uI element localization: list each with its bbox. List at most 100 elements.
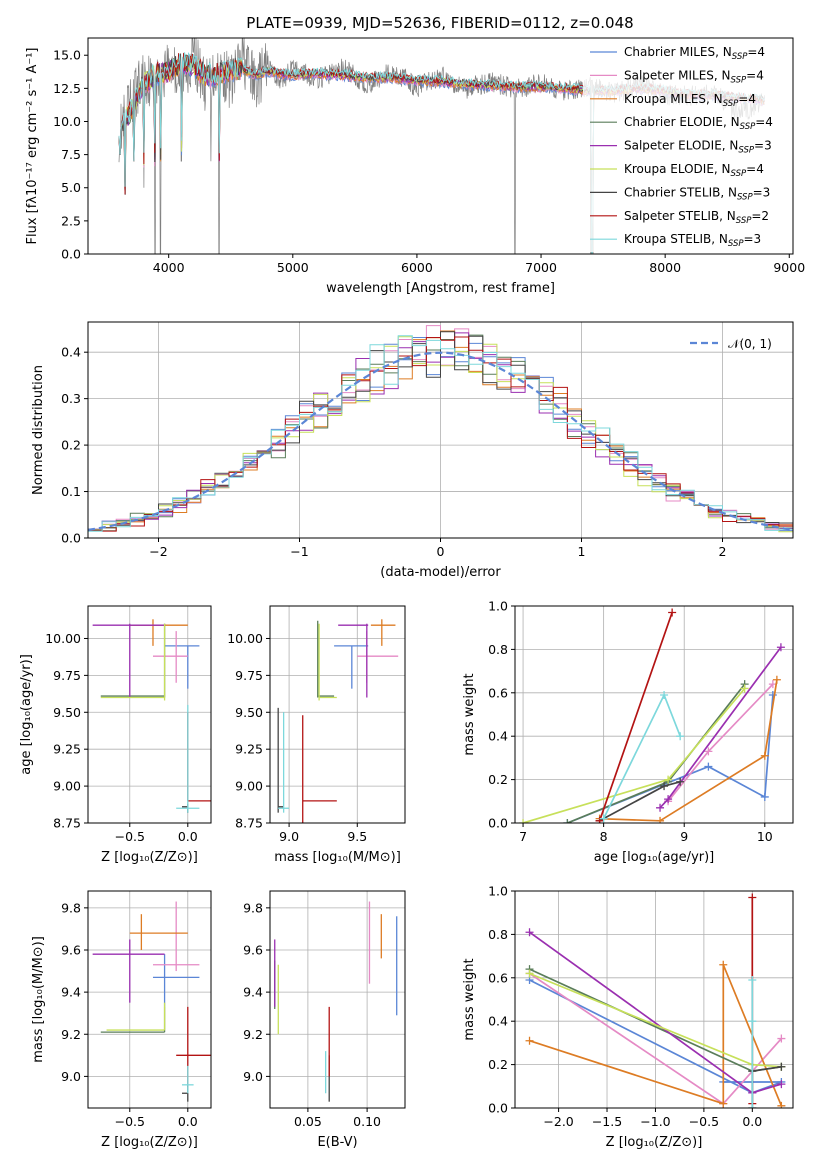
x-axis-label: E(B-V): [317, 1135, 357, 1150]
weight-marker: [748, 975, 757, 984]
weight-marker: [525, 1036, 534, 1045]
legend-name: Chabrier STELIB, N: [624, 185, 737, 199]
x-axis-label: Z [log₁₀(Z/Z⊙)]: [101, 850, 198, 865]
weight-marker: [660, 782, 669, 791]
legend-name: Salpeter STELIB, N: [624, 209, 736, 223]
weight-marker: [519, 819, 528, 823]
weight-marker: [676, 732, 685, 741]
x-tick-label: 2: [719, 544, 727, 559]
x-tick-label: 1: [578, 544, 586, 559]
legend-sub: SSP: [723, 99, 739, 109]
x-tick-label: 10: [757, 829, 773, 844]
weight-marker: [748, 893, 757, 902]
y-tick-label: 15.0: [53, 48, 81, 63]
plot-area: [92, 901, 211, 1102]
weight-marker: [748, 1017, 757, 1026]
weight-marker: [660, 690, 669, 699]
y-tick-label: 9.75: [235, 668, 263, 683]
y-tick-label: 10.00: [45, 631, 81, 646]
y-axis-label: mass weight: [462, 958, 477, 1040]
y-tick-label: 9.50: [235, 705, 263, 720]
axes-frame: [514, 890, 794, 1109]
errorbar-point: [181, 1084, 189, 1102]
weight-marker: [760, 792, 769, 801]
x-tick-label: 0.0: [178, 829, 198, 844]
errorbar-point: [334, 645, 369, 689]
legend-name: Chabrier ELODIE, N: [624, 115, 740, 129]
legend-eq: =4: [738, 92, 756, 106]
weight-marker: [777, 1080, 786, 1089]
legend-sub: SSP: [731, 169, 747, 179]
y-tick-label: 1.0: [488, 884, 508, 899]
weight-marker: [595, 816, 604, 823]
y-tick-label: 7.5: [61, 147, 81, 162]
errorbar-point: [100, 1006, 166, 1033]
x-tick-label: 8000: [649, 260, 681, 275]
legend-label: Salpeter MILES, NSSP=4: [624, 68, 764, 85]
x-tick-label: 5000: [277, 260, 309, 275]
legend-name: Kroupa STELIB, N: [624, 232, 728, 246]
x-tick-label: −0.5: [689, 1114, 719, 1129]
x-tick-label: −2.0: [543, 1114, 573, 1129]
y-tick-label: 0.0: [488, 816, 508, 831]
chart-title: PLATE=0939, MJD=52636, FIBERID=0112, z=0…: [246, 14, 633, 32]
y-tick-label: 0.2: [488, 772, 508, 787]
weight-marker: [719, 960, 728, 969]
legend-eq: =3: [744, 232, 762, 246]
errorbar-point: [100, 623, 166, 698]
errorbar-point: [152, 901, 200, 972]
y-tick-label: 9.00: [235, 779, 263, 794]
plot-area: [88, 325, 793, 533]
y-tick-label: 1.0: [488, 599, 508, 614]
errorbar-point: [277, 707, 284, 813]
y-tick-label: 9.0: [61, 1069, 81, 1084]
errorbar-point: [92, 623, 165, 698]
axes-frame: [87, 605, 212, 824]
errorbar-point: [92, 939, 165, 1003]
x-tick-label: 7: [519, 829, 527, 844]
legend-label: Salpeter ELODIE, NSSP=3: [624, 139, 772, 156]
y-tick-label: 8.75: [235, 816, 263, 831]
errorbar-point: [152, 631, 188, 683]
errorbar-point: [317, 620, 335, 698]
x-axis-label: age [log₁₀(age/yr)]: [594, 850, 715, 865]
weight-marker: [563, 819, 572, 823]
weight-marker: [525, 969, 534, 978]
legend-box: [583, 42, 789, 252]
legend-name: Salpeter MILES, N: [624, 68, 731, 82]
legend-name: Kroupa MILES, N: [624, 92, 723, 106]
y-tick-label: 10.0: [53, 114, 81, 129]
panel-mass-vs-Z: −0.5 0.0 9.0 9.2 9.4 9.6 9.8 Z [log₁₀(Z/Z⊙)] mas…: [31, 890, 212, 1150]
residual-histogram: [88, 336, 793, 532]
weight-marker: [760, 751, 769, 760]
legend-label: Chabrier STELIB, NSSP=3: [624, 185, 770, 202]
errorbar-point: [100, 623, 166, 701]
x-tick-label: 8: [600, 829, 608, 844]
legend-sub: SSP: [736, 216, 752, 226]
weight-marker: [676, 777, 685, 786]
weight-marker: [704, 762, 713, 771]
y-tick-label: 0.0: [61, 247, 81, 262]
legend-label: Kroupa ELODIE, NSSP=4: [624, 162, 764, 179]
legend-sub: SSP: [731, 75, 747, 85]
panel-residuals: −2 −1 0 1 2 0.0 0.1 0.2 0.3 0.4 (data-model)/error…: [31, 321, 794, 580]
legend-name: Kroupa ELODIE, N: [624, 162, 731, 176]
y-tick-label: 9.50: [53, 705, 81, 720]
weight-marker: [656, 816, 665, 823]
weight-marker: [664, 775, 673, 784]
x-tick-label: 9.5: [347, 829, 367, 844]
normal-curve: [88, 351, 793, 531]
panel-mass-weight-vs-Z: −2.0 −1.5 −1.0 −0.5 0.0 0.0 0.2 0.4 0.6 0.8 1.0 Z […: [462, 884, 794, 1150]
y-tick-label: 5.0: [61, 180, 81, 195]
axes-frame: [269, 605, 406, 824]
weight-marker: [525, 928, 534, 937]
y-axis-label: mass weight: [462, 673, 477, 755]
y-tick-label: 0.4: [61, 345, 81, 360]
weight-marker: [777, 1034, 786, 1043]
x-tick-label: −1.0: [640, 1114, 670, 1129]
y-tick-label: 9.6: [61, 942, 81, 957]
weight-marker: [668, 608, 677, 617]
errorbar-point: [318, 623, 337, 701]
